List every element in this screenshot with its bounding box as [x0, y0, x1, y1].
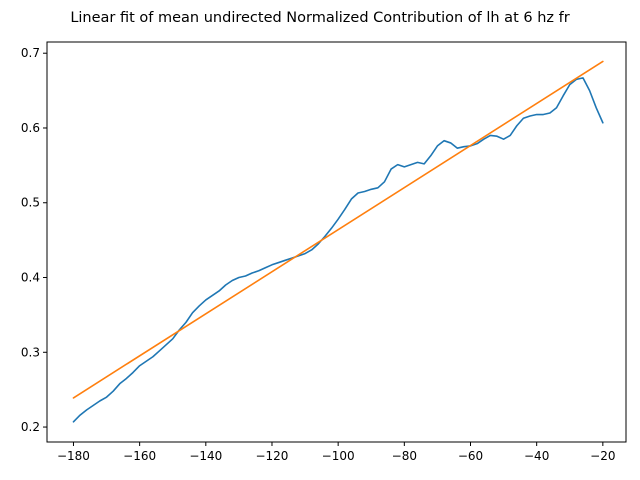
x-tick-label: −40	[524, 449, 549, 463]
chart-title: Linear fit of mean undirected Normalized…	[70, 10, 569, 26]
y-tick-label: 0.3	[21, 345, 40, 359]
x-tick-label: −160	[123, 449, 156, 463]
x-tick-label: −180	[57, 449, 90, 463]
y-tick-label: 0.7	[21, 46, 40, 60]
x-tick-label: −60	[458, 449, 483, 463]
y-tick-label: 0.2	[21, 420, 40, 434]
y-tick-label: 0.5	[21, 196, 40, 210]
x-tick-label: −100	[322, 449, 355, 463]
series-line-data	[72, 77, 604, 423]
y-tick-label: 0.4	[21, 271, 40, 285]
y-axis: 0.2 0.3 0.4 0.5 0.6 0.7	[21, 46, 47, 434]
x-tick-label: −120	[255, 449, 288, 463]
x-axis: −180 −160 −140 −120 −100 −80 −60 −40 −20	[57, 442, 616, 463]
series-line-fit	[72, 60, 604, 399]
x-tick-label: −20	[590, 449, 615, 463]
axes-frame	[46, 41, 627, 443]
x-tick-label: −140	[189, 449, 222, 463]
series-layer	[72, 60, 604, 423]
y-tick-label: 0.6	[21, 121, 40, 135]
x-tick-label: −80	[392, 449, 417, 463]
